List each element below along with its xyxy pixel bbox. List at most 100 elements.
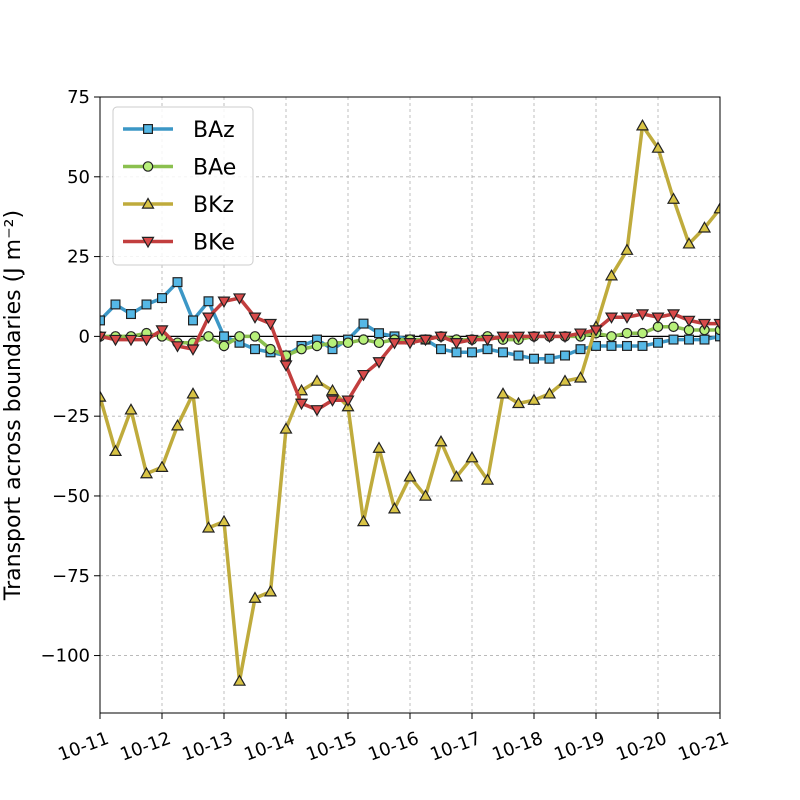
data-point <box>449 338 464 350</box>
data-point <box>434 434 448 447</box>
y-tick-label: −100 <box>41 646 90 667</box>
data-point <box>265 343 276 355</box>
data-point <box>573 328 588 340</box>
series-BKz <box>100 119 720 686</box>
data-point <box>527 331 541 344</box>
data-point <box>217 296 231 308</box>
data-point <box>713 202 720 214</box>
data-point <box>604 269 619 281</box>
legend-item-BAz: BAz <box>123 118 235 143</box>
data-point <box>511 331 526 344</box>
data-point <box>234 331 245 342</box>
data-point <box>606 340 617 351</box>
legend-items: BAz BAe BKz BKe <box>123 118 236 256</box>
data-point <box>513 350 524 361</box>
data-point <box>621 340 632 351</box>
data-point <box>637 327 648 339</box>
data-point <box>604 312 619 324</box>
legend-label: BAz <box>193 118 235 143</box>
data-point <box>372 357 386 369</box>
data-point <box>186 387 200 399</box>
legend-item-BKe: BKe <box>123 231 235 256</box>
data-point <box>558 331 572 344</box>
data-point <box>418 334 433 347</box>
data-point <box>467 347 478 358</box>
x-tick-label: 10-13 <box>179 728 235 766</box>
data-point <box>356 514 371 527</box>
data-point <box>682 315 696 328</box>
data-point <box>434 331 448 344</box>
data-point <box>263 585 278 597</box>
data-point <box>683 334 694 345</box>
data-point <box>403 338 417 350</box>
data-point <box>575 344 586 355</box>
legend-label: BAe <box>193 156 236 181</box>
data-point <box>248 591 262 603</box>
data-point <box>310 405 324 417</box>
data-point <box>527 393 541 405</box>
data-point <box>637 340 648 351</box>
data-point <box>139 466 154 479</box>
data-point <box>170 419 185 431</box>
data-point <box>651 141 665 153</box>
data-point <box>544 353 555 364</box>
data-point <box>682 237 696 249</box>
data-point <box>310 374 324 386</box>
data-point <box>651 312 665 324</box>
data-point <box>511 396 526 409</box>
x-tick-label: 10-21 <box>675 728 731 766</box>
legend-marker <box>141 197 155 209</box>
y-axis: 75 50 25 0 −25 −50 −75 −100 <box>41 87 100 667</box>
x-axis: 10-11 10-12 10-13 10-14 10-15 10-16 10-17 10-18… <box>55 713 732 766</box>
data-point <box>666 309 681 321</box>
data-point <box>232 674 247 686</box>
data-point <box>697 221 712 233</box>
data-point <box>697 318 712 331</box>
data-point <box>279 422 293 434</box>
data-point <box>436 344 447 355</box>
data-point <box>250 344 261 355</box>
y-tick-label: 50 <box>67 167 90 188</box>
y-axis-title: Transport across boundaries (J m⁻²) <box>1 210 26 601</box>
data-point <box>589 325 603 337</box>
x-tick-label: 10-19 <box>551 728 607 766</box>
legend-item-BAe: BAe <box>123 156 236 181</box>
data-point <box>203 296 214 307</box>
data-point <box>325 395 340 407</box>
data-point <box>108 444 123 457</box>
data-point <box>186 344 200 356</box>
data-point <box>263 318 278 331</box>
y-tick-label: −75 <box>52 566 90 587</box>
x-tick-label: 10-14 <box>241 728 297 766</box>
data-point <box>403 470 417 482</box>
data-point <box>201 521 216 533</box>
data-point <box>372 441 386 453</box>
data-point <box>373 337 385 349</box>
data-point <box>542 387 557 399</box>
legend-box <box>112 106 254 266</box>
data-point <box>480 473 495 485</box>
data-point <box>666 192 681 204</box>
data-point <box>496 387 510 399</box>
data-point <box>108 334 123 347</box>
y-tick-label: 75 <box>67 87 90 108</box>
series-layer <box>100 119 720 686</box>
legend-marker <box>143 123 154 134</box>
data-point <box>606 331 617 342</box>
data-point <box>558 374 572 386</box>
x-tick-label: 10-17 <box>427 728 483 766</box>
data-point <box>387 338 402 350</box>
data-point <box>201 312 216 324</box>
data-point <box>465 450 479 463</box>
data-point <box>620 243 634 255</box>
data-point <box>652 337 663 348</box>
data-point <box>559 350 570 361</box>
data-point <box>155 460 169 472</box>
data-point <box>621 327 633 339</box>
data-point <box>542 331 557 344</box>
data-point <box>356 369 371 382</box>
data-point <box>296 343 307 355</box>
data-point <box>713 318 720 331</box>
data-point <box>248 312 262 324</box>
